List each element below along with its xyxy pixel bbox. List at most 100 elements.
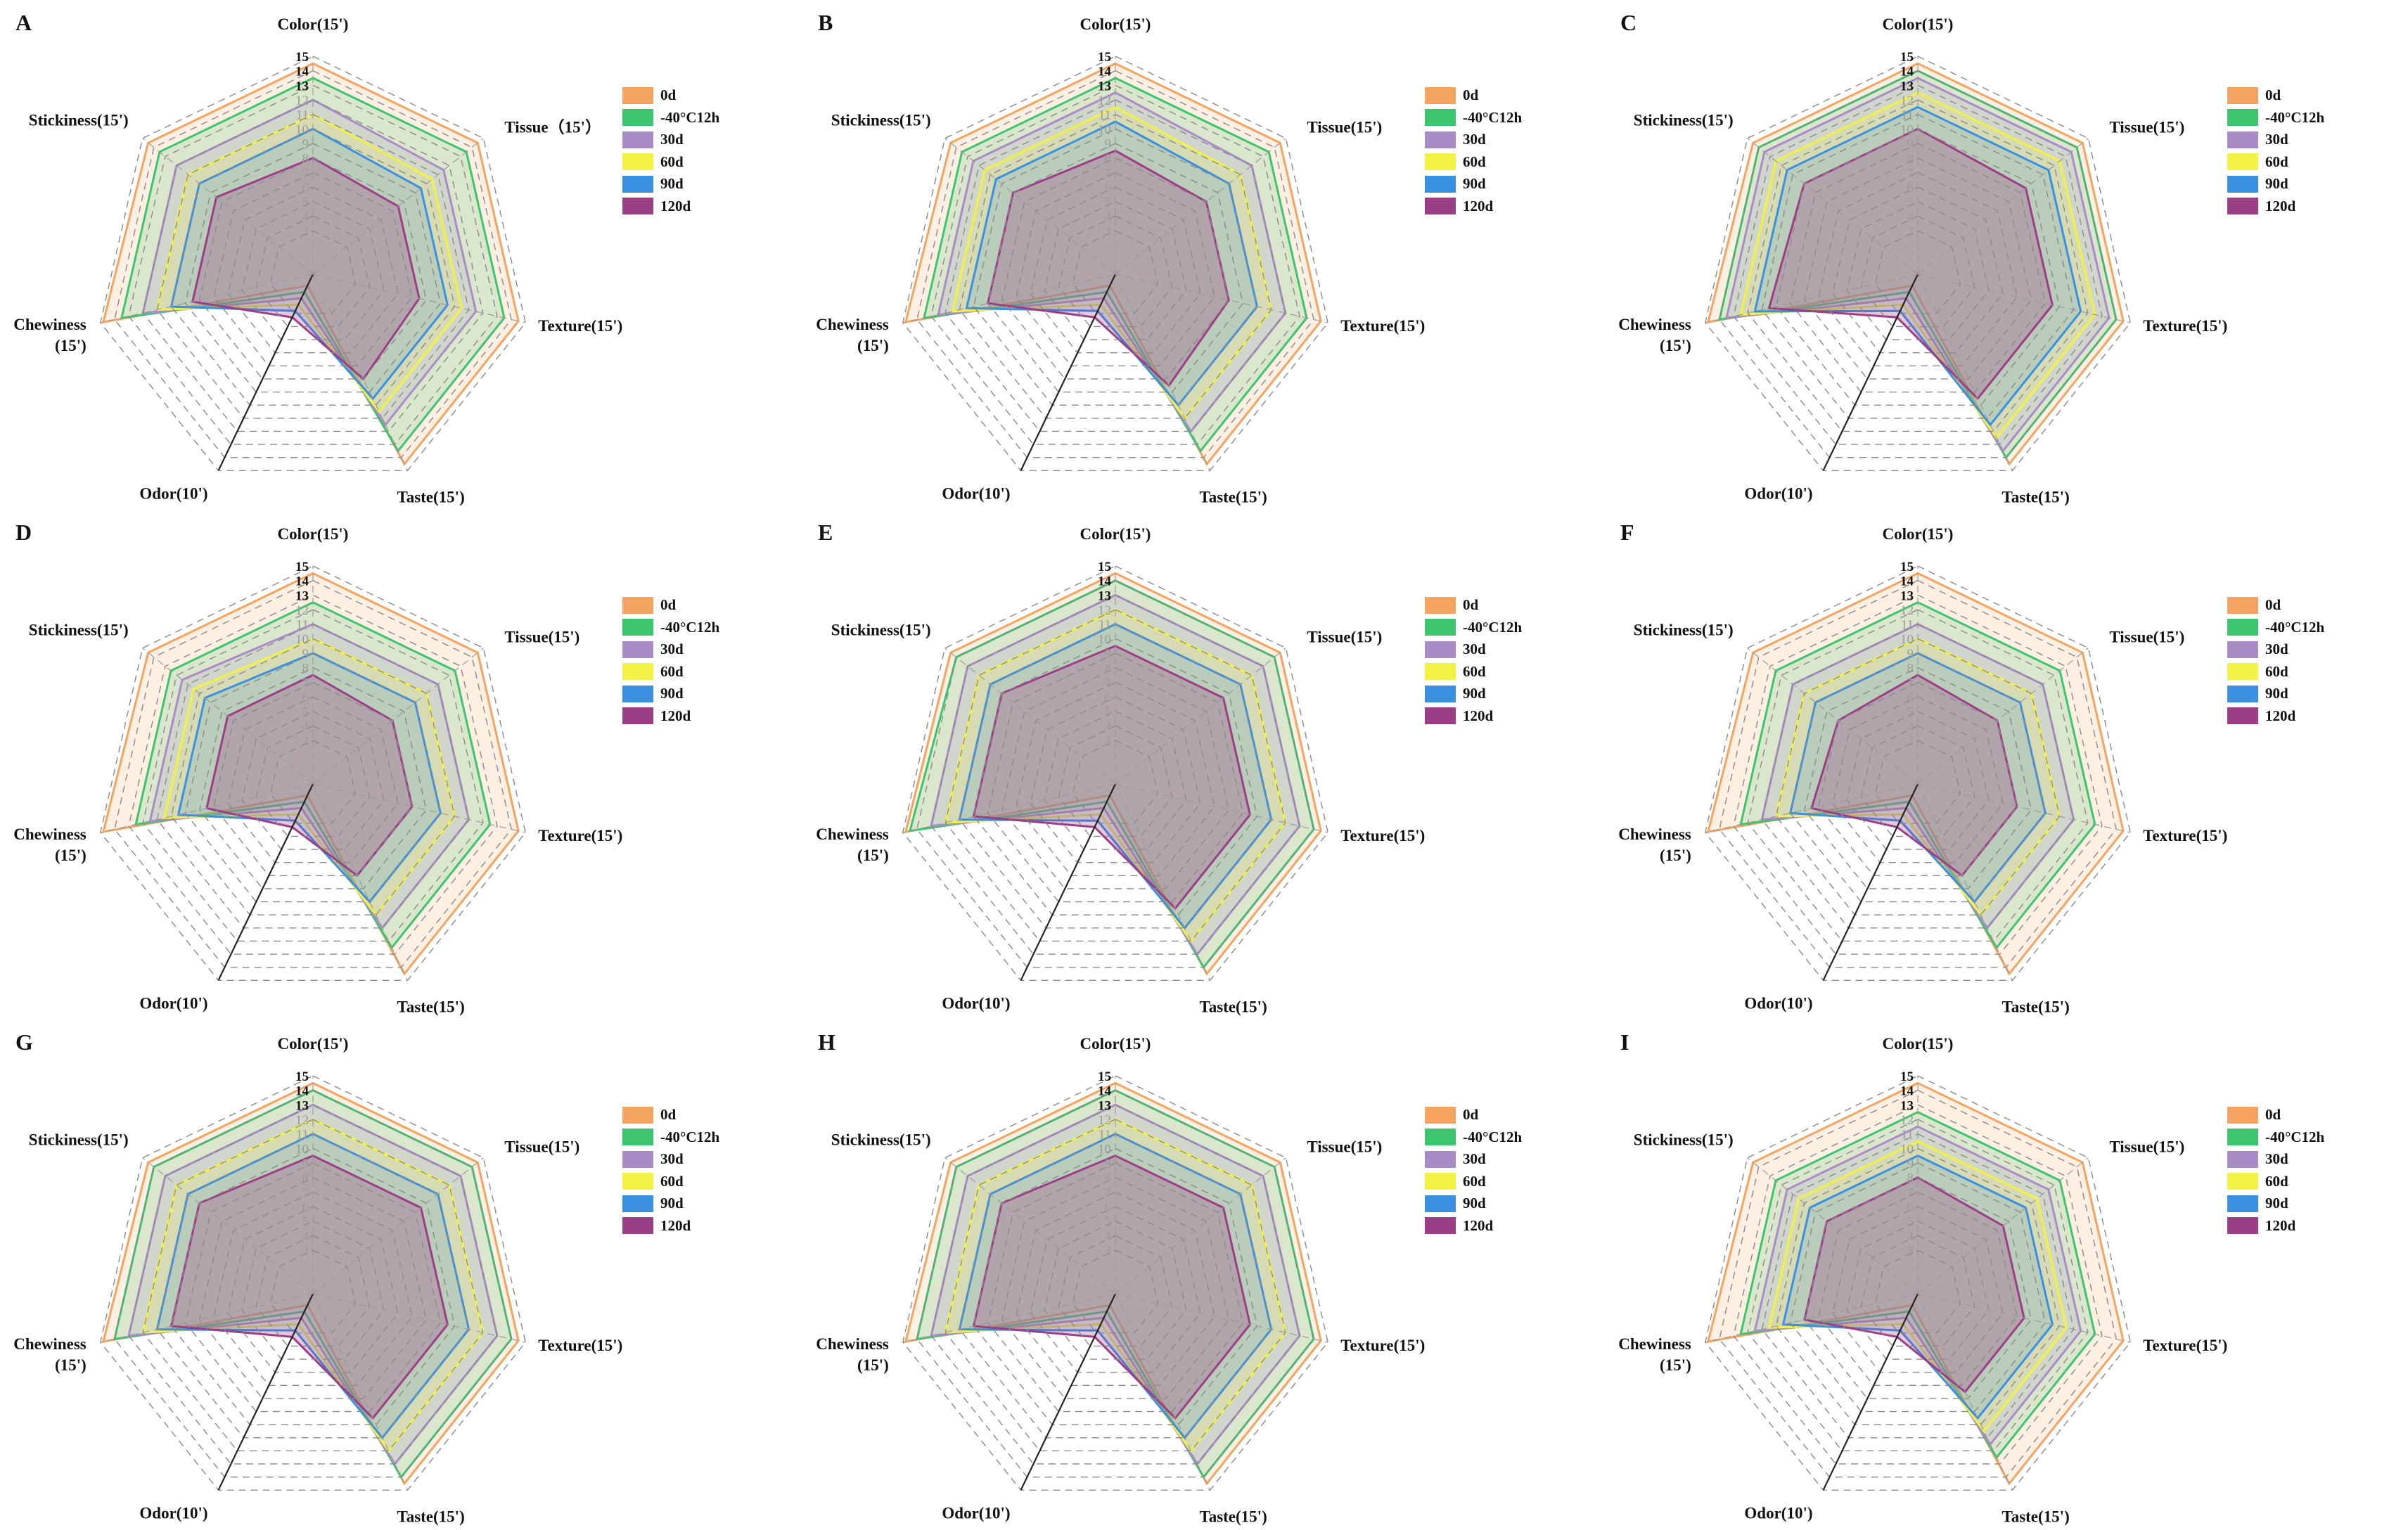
legend-swatch xyxy=(622,1129,653,1146)
legend: 0d -40°C12h 30d 60d 90d 120d xyxy=(2227,594,2324,727)
axis-label-line: Odor(10') xyxy=(139,994,207,1012)
tick-label: 9 xyxy=(302,647,309,662)
grid-ring-5 xyxy=(1846,200,1990,340)
legend-item: 0d xyxy=(622,84,719,107)
legend-swatch xyxy=(1425,1173,1456,1190)
spoke-3 xyxy=(312,1293,409,1491)
grid-ring-5 xyxy=(1846,710,1990,850)
axis-label-line: (15') xyxy=(1660,337,1691,354)
grid-ring-6 xyxy=(1832,186,2004,354)
tick-label: 3 xyxy=(1105,734,1112,749)
axis-label: Tissue(15') xyxy=(2109,629,2184,646)
legend-swatch xyxy=(622,596,653,614)
grid-ring-14 xyxy=(916,1089,1314,1478)
legend-swatch xyxy=(1425,707,1456,725)
legend-swatch xyxy=(2227,198,2258,215)
axis-label: Tissue(15') xyxy=(504,629,579,646)
axis-label: Odor(10') xyxy=(1744,1504,1812,1522)
radar-panel-c: C 3 4 5 6 7 8 9 10 11 12 13 14 15 Color(15') Tissue(15'… xyxy=(1605,0,2407,510)
axis-label-line: (15') xyxy=(857,337,889,354)
radar-background xyxy=(902,56,1328,471)
legend: 0d -40°C12h 30d 60d 90d 120d xyxy=(2227,84,2324,217)
legend-swatch xyxy=(2227,86,2258,104)
grid-ring-11 xyxy=(959,1133,1272,1439)
axis-label-line: Tissue(15') xyxy=(2109,1138,2184,1156)
spoke-2 xyxy=(1917,1293,2131,1343)
grid-ring-14 xyxy=(114,579,512,968)
tick-label: 4 xyxy=(1105,719,1112,734)
legend-item: 120d xyxy=(622,1215,719,1238)
grid-ring-3 xyxy=(1874,1249,1961,1334)
grid-ring-3 xyxy=(1072,1249,1159,1334)
axis-label: Taste(15') xyxy=(397,488,464,506)
grid-ring-7 xyxy=(1016,1191,1215,1387)
grid-ring-3 xyxy=(1072,740,1159,824)
tick-label: 9 xyxy=(1907,137,1914,152)
axis-label-line: Color(15') xyxy=(278,1035,349,1053)
axis-label: Texture(15') xyxy=(538,827,622,844)
tick-label: 9 xyxy=(1105,1157,1112,1171)
tick-label: 12 xyxy=(295,603,309,618)
axis-label-line: Taste(15') xyxy=(397,1508,464,1525)
tick-label: 10 xyxy=(295,1142,309,1157)
grid-ring-11 xyxy=(156,623,470,929)
grid-ring-9 xyxy=(1789,143,2047,393)
grid-ring-15 xyxy=(100,565,526,982)
grid-ring-15 xyxy=(1705,565,2131,982)
tick-label: 8 xyxy=(1105,662,1112,676)
axis-label-line: (15') xyxy=(55,847,87,864)
legend-label: 30d xyxy=(660,641,684,658)
legend-item: 30d xyxy=(2227,638,2324,661)
axis-label-line: Odor(10') xyxy=(942,994,1010,1012)
axis-label: Odor(10') xyxy=(942,1504,1010,1522)
legend-item: 120d xyxy=(2227,1215,2324,1238)
axis-label: Color(15') xyxy=(1080,15,1151,33)
legend-label: 30d xyxy=(2265,1150,2288,1168)
axis-label: Tissue(15') xyxy=(2109,119,2184,136)
legend-label: 30d xyxy=(660,1150,684,1168)
legend: 0d -40°C12h 30d 60d 90d 120d xyxy=(622,84,719,217)
grid-ring-13 xyxy=(930,1104,1300,1465)
grid-ring-12 xyxy=(944,609,1286,942)
spoke-4 xyxy=(217,783,314,981)
legend-label: 30d xyxy=(1463,641,1486,658)
grid-ring-8 xyxy=(199,1176,427,1399)
radar-background xyxy=(1705,56,2131,471)
tick-label: 4 xyxy=(1907,210,1914,224)
tick-label: 5 xyxy=(1105,705,1112,720)
grid-ring-11 xyxy=(156,113,470,419)
axis-label-line: Texture(15') xyxy=(538,1337,622,1354)
grid-ring-3 xyxy=(1072,230,1159,314)
legend-swatch xyxy=(622,707,653,725)
panel-letter: F xyxy=(1620,520,1634,545)
tick-label: 6 xyxy=(302,690,309,705)
spoke-1 xyxy=(1917,648,2089,785)
axis-label: Stickiness(15') xyxy=(831,622,931,639)
legend-label: 120d xyxy=(1463,197,1494,214)
grid-ring-5 xyxy=(241,1220,385,1360)
tick-label: 6 xyxy=(1105,181,1112,195)
tick-label: 7 xyxy=(1907,166,1914,181)
legend-label: 90d xyxy=(1463,1195,1486,1212)
tick-label: 12 xyxy=(1098,94,1111,108)
legend-swatch xyxy=(622,1150,653,1168)
legend-label: 30d xyxy=(2265,131,2288,148)
tick-label: 14 xyxy=(295,65,309,79)
axis-label-line: Texture(15') xyxy=(538,827,622,844)
tick-label: 8 xyxy=(1907,152,1914,167)
legend-item: -40°C12h xyxy=(2227,107,2324,129)
legend-label: 90d xyxy=(660,685,684,702)
legend-swatch xyxy=(1425,109,1456,127)
grid-ring-9 xyxy=(184,1162,442,1413)
axis-label: Tissue(15') xyxy=(1307,1138,1382,1156)
tick-label: 10 xyxy=(1098,632,1111,647)
axis-label: Color(15') xyxy=(1080,1035,1151,1053)
spoke-4 xyxy=(1020,783,1116,981)
spoke-6 xyxy=(142,648,314,785)
legend-item: -40°C12h xyxy=(1425,107,1522,129)
legend-label: 30d xyxy=(1463,131,1486,148)
spoke-5 xyxy=(100,274,314,323)
